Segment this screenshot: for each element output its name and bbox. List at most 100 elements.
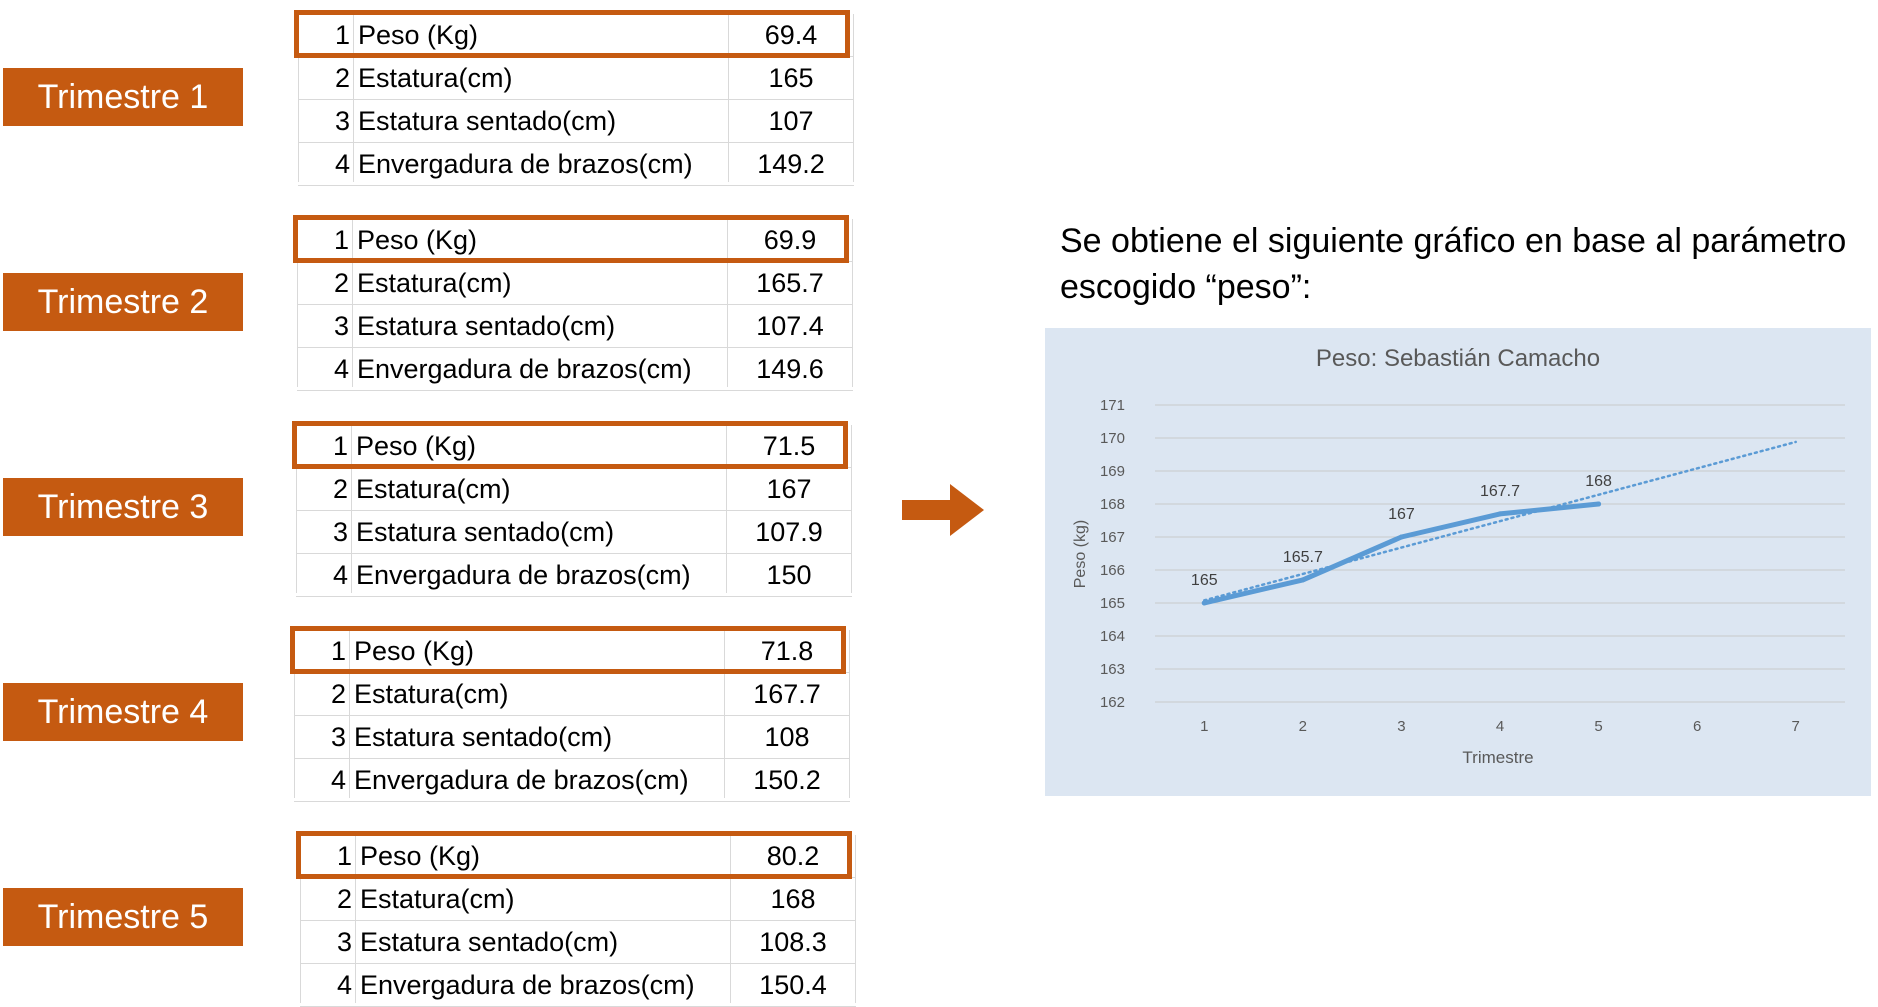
row-parameter: Estatura sentado(cm) [354, 722, 613, 752]
row-parameter: Estatura(cm) [354, 679, 509, 709]
table-row: 1 Peso (Kg) 69.4 [298, 14, 854, 57]
table-gridline [300, 835, 301, 1003]
table-row: 4 Envergadura de brazos(cm) 150.4 [300, 964, 856, 1007]
row-value: 150.4 [759, 970, 827, 1000]
row-value: 165.7 [756, 268, 824, 298]
row-number: 4 [334, 149, 350, 179]
chart-description: Se obtiene el siguiente gráfico en base … [1060, 218, 1860, 310]
y-tick-label: 162 [1100, 694, 1125, 711]
row-number: 3 [334, 106, 350, 136]
y-tick-label: 166 [1100, 562, 1125, 579]
trimester-label-3: Trimestre 3 [3, 478, 243, 536]
row-parameter: Estatura(cm) [358, 63, 513, 93]
row-parameter: Estatura sentado(cm) [358, 106, 617, 136]
table-gridline [730, 835, 731, 1003]
row-value: 149.2 [757, 149, 825, 179]
trimester-table-3: 1 Peso (Kg) 71.5 2 Estatura(cm) 167 3 Estatura … [292, 421, 852, 597]
weight-row-highlight [293, 215, 849, 263]
table-row: 3 Estatura sentado(cm) 107.9 [296, 511, 852, 554]
data-label: 167.7 [1480, 483, 1520, 500]
chart-svg: Peso: Sebastián Camacho 162 163 164 165 166 16… [1072, 345, 1845, 767]
row-parameter: Peso (Kg) [358, 20, 479, 50]
row-parameter: Estatura sentado(cm) [356, 517, 615, 547]
table-gridline [726, 425, 727, 593]
data-label: 167 [1388, 506, 1415, 523]
table-row: 3 Estatura sentado(cm) 108 [294, 716, 850, 759]
table-row: 2 Estatura(cm) 168 [300, 878, 856, 921]
description-line-2: escogido “peso”: [1060, 268, 1312, 306]
row-value: 108.3 [759, 927, 827, 957]
weight-row-highlight [290, 626, 846, 674]
table-gridline [851, 425, 852, 593]
table-gridline [296, 425, 297, 593]
trimester-label-5: Trimestre 5 [3, 888, 243, 946]
table-gridline [853, 14, 854, 182]
table-gridline [351, 425, 352, 593]
table-gridline [349, 630, 350, 798]
row-value: 107.4 [756, 311, 824, 341]
row-number: 3 [332, 517, 348, 547]
x-tick-label: 3 [1397, 718, 1405, 735]
table-row: 2 Estatura(cm) 167.7 [294, 673, 850, 716]
x-tick-label: 7 [1792, 718, 1800, 735]
row-number: 4 [336, 970, 352, 1000]
row-parameter: Envergadura de brazos(cm) [357, 354, 692, 384]
table-gridline [855, 835, 856, 1003]
row-number: 3 [333, 311, 349, 341]
y-axis-label: Peso (kg) [1072, 520, 1089, 588]
weight-row-highlight [296, 831, 852, 879]
row-parameter: Estatura sentado(cm) [360, 927, 619, 957]
y-tick-label: 164 [1100, 628, 1125, 645]
row-parameter: Estatura(cm) [357, 268, 512, 298]
x-tick-label: 4 [1496, 718, 1504, 735]
x-tick-label: 6 [1693, 718, 1701, 735]
data-point [1398, 534, 1404, 540]
row-number: 3 [330, 722, 346, 752]
right-arrow-icon [902, 484, 984, 536]
trimester-label-2: Trimestre 2 [3, 273, 243, 331]
row-number: 1 [336, 841, 352, 871]
x-tick-label: 5 [1594, 718, 1602, 735]
row-number: 1 [332, 431, 348, 461]
table-row: 2 Estatura(cm) 165 [298, 57, 854, 100]
row-number: 2 [334, 63, 350, 93]
row-number: 4 [330, 765, 346, 795]
data-point [1596, 501, 1602, 507]
x-axis-label: Trimestre [1462, 748, 1533, 767]
row-parameter: Envergadura de brazos(cm) [354, 765, 689, 795]
data-point [1300, 577, 1306, 583]
row-number: 4 [332, 560, 348, 590]
row-value: 69.9 [763, 225, 817, 255]
trimester-label-1: Trimestre 1 [3, 68, 243, 126]
row-parameter: Envergadura de brazos(cm) [358, 149, 693, 179]
table-gridline [852, 219, 853, 387]
table-gridline [728, 14, 729, 182]
table-row: 4 Envergadura de brazos(cm) 149.6 [297, 348, 853, 391]
row-parameter: Estatura sentado(cm) [357, 311, 616, 341]
row-parameter: Peso (Kg) [354, 636, 475, 666]
row-value: 71.8 [760, 636, 814, 666]
row-value: 107 [768, 106, 814, 136]
data-label: 168 [1585, 473, 1612, 490]
row-number: 2 [332, 474, 348, 504]
data-label: 165 [1191, 572, 1218, 589]
chart-title: Peso: Sebastián Camacho [1316, 345, 1600, 372]
table-gridline [298, 14, 299, 182]
table-gridline [294, 630, 295, 798]
row-value: 150.2 [753, 765, 821, 795]
y-tick-label: 163 [1100, 661, 1125, 678]
row-parameter: Estatura(cm) [360, 884, 515, 914]
row-number: 2 [336, 884, 352, 914]
row-value: 107.9 [755, 517, 823, 547]
weight-row-highlight [292, 421, 848, 469]
table-row: 4 Envergadura de brazos(cm) 150.2 [294, 759, 850, 802]
x-tick-label: 2 [1299, 718, 1307, 735]
table-gridline [352, 219, 353, 387]
weight-chart: Peso: Sebastián Camacho 162 163 164 165 166 16… [1045, 328, 1871, 796]
y-tick-label: 169 [1100, 463, 1125, 480]
trimester-table-1: 1 Peso (Kg) 69.4 2 Estatura(cm) 165 3 Estatura … [294, 10, 854, 186]
row-number: 2 [330, 679, 346, 709]
table-row: 4 Envergadura de brazos(cm) 149.2 [298, 143, 854, 186]
row-parameter: Envergadura de brazos(cm) [356, 560, 691, 590]
row-parameter: Peso (Kg) [356, 431, 477, 461]
